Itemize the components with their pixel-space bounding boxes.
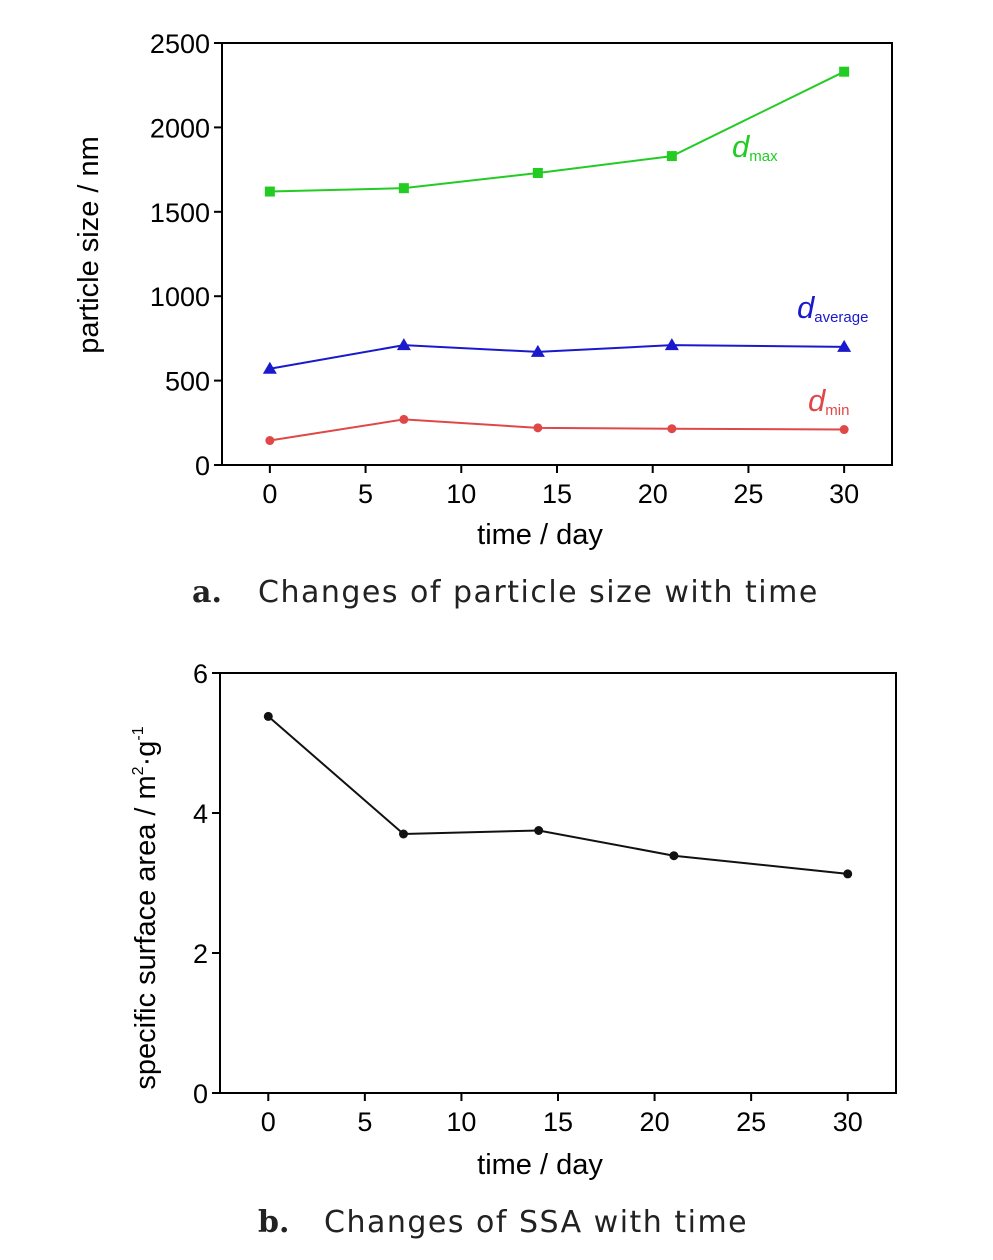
- data-point-min: [533, 423, 543, 433]
- data-point-average: [664, 338, 679, 351]
- x-tick-label: 10: [446, 1107, 476, 1137]
- y-tick-label: 2500: [150, 29, 210, 59]
- y-tick-label: 2000: [150, 113, 210, 143]
- y-tick-label: 0: [195, 451, 210, 481]
- data-point-average: [837, 339, 852, 352]
- y-tick-label: 4: [193, 799, 208, 829]
- data-point-min: [667, 424, 677, 434]
- x-tick-label: 25: [733, 479, 763, 509]
- x-axis-b: 0 5 10 15 20 25 30: [261, 1093, 863, 1137]
- data-point-average: [396, 338, 411, 351]
- series-line-min: [269, 418, 845, 442]
- data-point-max: [398, 183, 409, 194]
- plot-frame-b: [219, 672, 897, 1094]
- data-point-min: [265, 436, 275, 446]
- x-tick-label: 0: [262, 479, 277, 509]
- series-group-a: [262, 66, 852, 446]
- x-tick-label: 25: [736, 1107, 766, 1137]
- x-tick-label: 20: [640, 1107, 670, 1137]
- y-tick-label: 1500: [150, 198, 210, 228]
- x-tick-label: 20: [638, 479, 668, 509]
- series-line: [267, 715, 848, 875]
- data-point: [263, 711, 273, 721]
- data-point: [843, 869, 853, 879]
- data-point-average: [530, 344, 545, 357]
- data-point-min: [399, 414, 409, 424]
- x-axis-a: 0 5 10 15 20 25 30: [262, 465, 859, 509]
- series-group-b: [263, 711, 853, 879]
- data-point-max: [264, 186, 275, 197]
- data-point-max: [839, 66, 850, 77]
- x-tick-label: 5: [358, 479, 373, 509]
- x-tick-label: 0: [261, 1107, 276, 1137]
- data-point: [534, 826, 544, 835]
- series-label-min: dmin: [808, 383, 849, 419]
- y-tick-label: 6: [193, 659, 208, 689]
- y-tick-label: 500: [165, 367, 210, 397]
- x-tick-label: 5: [357, 1107, 372, 1137]
- y-tick-label: 2: [193, 939, 208, 969]
- series-line-max: [269, 70, 845, 193]
- x-tick-label: 30: [833, 1107, 863, 1137]
- data-point: [669, 851, 679, 861]
- x-tick-label: 10: [446, 479, 476, 509]
- series-label-average: daverage: [797, 290, 868, 326]
- series-label-max: dmax: [732, 129, 778, 165]
- chart-a: 0 500 1000 1500 2000 2500 0 5 10 15 20 25 30 time /…: [73, 29, 893, 610]
- data-point-min: [839, 425, 849, 435]
- caption-b: b. Changes of SSA with time: [258, 1205, 748, 1240]
- chart-b: 0 2 4 6 0 5 10 15 20 25 30 time / day specific su…: [130, 659, 897, 1240]
- x-tick-label: 15: [543, 1107, 573, 1137]
- x-axis-title-b: time / day: [477, 1149, 603, 1181]
- y-axis-b: 0 2 4 6: [193, 659, 220, 1109]
- y-axis-a: 0 500 1000 1500 2000 2500: [150, 29, 222, 481]
- y-axis-title-b: specific surface area / m2·g-1: [130, 726, 162, 1089]
- x-tick-label: 15: [542, 479, 572, 509]
- plot-frame-a: [221, 42, 893, 466]
- y-tick-label: 0: [193, 1079, 208, 1109]
- data-point-average: [262, 361, 277, 374]
- data-point-max: [532, 167, 543, 178]
- series-line-average: [269, 344, 845, 370]
- y-tick-label: 1000: [150, 282, 210, 312]
- y-axis-title-a: particle size / nm: [73, 136, 105, 354]
- caption-a: a. Changes of particle size with time: [192, 575, 819, 610]
- data-point-max: [666, 151, 677, 162]
- x-tick-label: 30: [829, 479, 859, 509]
- data-point: [398, 829, 408, 839]
- x-axis-title-a: time / day: [477, 519, 603, 551]
